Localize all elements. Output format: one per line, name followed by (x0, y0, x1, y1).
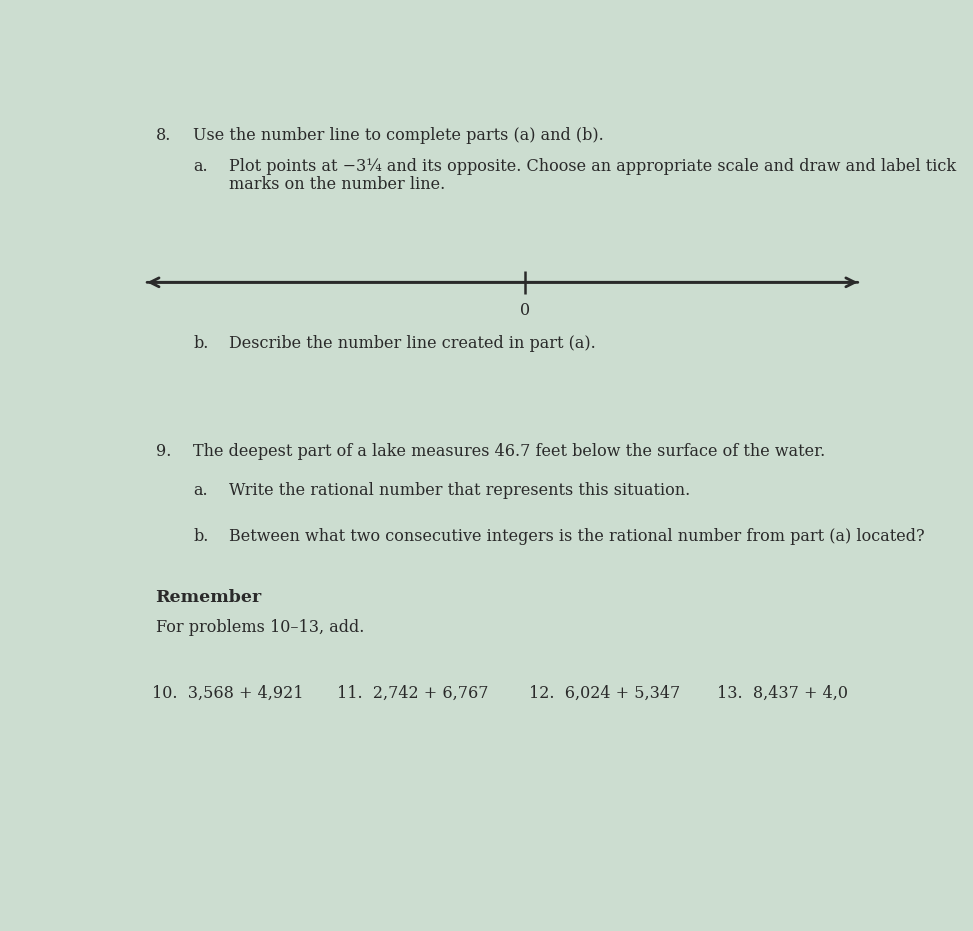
Text: 10.  3,568 + 4,921: 10. 3,568 + 4,921 (152, 685, 304, 702)
Text: Remember: Remember (156, 589, 262, 606)
Text: 13.  8,437 + 4,0: 13. 8,437 + 4,0 (717, 685, 848, 702)
Text: a.: a. (194, 157, 208, 175)
Text: Describe the number line created in part (a).: Describe the number line created in part… (230, 335, 596, 352)
Text: a.: a. (194, 481, 208, 499)
Text: Use the number line to complete parts (a) and (b).: Use the number line to complete parts (a… (194, 127, 604, 143)
Text: marks on the number line.: marks on the number line. (230, 176, 446, 194)
Text: 8.: 8. (156, 127, 171, 143)
Text: Between what two consecutive integers is the rational number from part (a) locat: Between what two consecutive integers is… (230, 528, 925, 545)
Text: b.: b. (194, 528, 208, 545)
Text: Write the rational number that represents this situation.: Write the rational number that represent… (230, 481, 691, 499)
Text: 12.  6,024 + 5,347: 12. 6,024 + 5,347 (529, 685, 680, 702)
Text: 0: 0 (520, 303, 530, 319)
Text: 9.: 9. (156, 443, 171, 460)
Text: b.: b. (194, 335, 208, 352)
Text: The deepest part of a lake measures 46.7 feet below the surface of the water.: The deepest part of a lake measures 46.7… (194, 443, 825, 460)
Text: 11.  2,742 + 6,767: 11. 2,742 + 6,767 (337, 685, 488, 702)
Text: For problems 10–13, add.: For problems 10–13, add. (156, 619, 364, 636)
Text: Plot points at −3¼ and its opposite. Choose an appropriate scale and draw and la: Plot points at −3¼ and its opposite. Cho… (230, 157, 956, 175)
